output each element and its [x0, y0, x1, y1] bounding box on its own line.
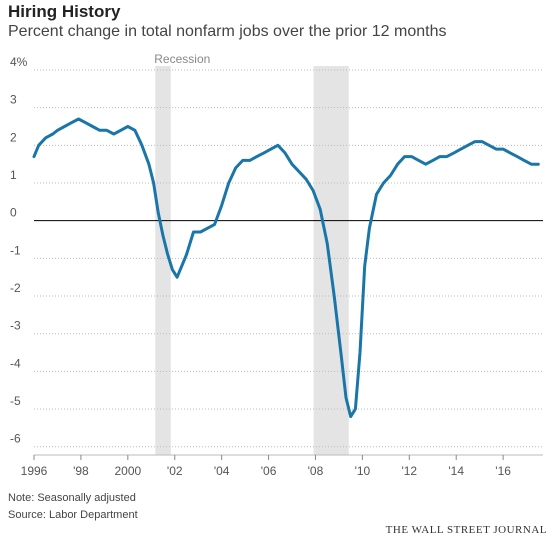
y-tick-label: -6	[10, 432, 21, 446]
y-tick-label: -3	[10, 319, 21, 333]
x-tick-label: '98	[73, 464, 89, 478]
recession-band	[313, 66, 349, 455]
y-axis-ticks: 4% 3 2 1 0 -1 -2 -3 -4 -5 -6	[10, 55, 28, 446]
x-tick-label: '04	[214, 464, 230, 478]
x-tick-label: '10	[355, 464, 371, 478]
x-tick-label: '06	[261, 464, 277, 478]
chart-title: Hiring History	[8, 2, 121, 21]
series-line	[32, 117, 540, 419]
note-text: Note: Seasonally adjusted	[8, 492, 136, 504]
recession-label: Recession	[154, 52, 210, 66]
recession-band	[155, 66, 171, 455]
chart-subtitle: Percent change in total nonfarm jobs ove…	[8, 23, 447, 40]
series-lines	[32, 117, 540, 419]
y-tick-label: 1	[10, 168, 17, 182]
x-tick-label: 1996	[21, 464, 48, 478]
x-tick-label: '14	[448, 464, 464, 478]
recession-bands: Recession	[154, 52, 349, 455]
y-tick-label: -1	[10, 243, 21, 257]
y-tick-label: -5	[10, 394, 21, 408]
source-text: Source: Labor Department	[8, 509, 138, 521]
y-tick-label: 2	[10, 130, 17, 144]
x-tick-label: 2000	[114, 464, 141, 478]
y-tick-label: 4%	[10, 55, 28, 69]
y-tick-label: 3	[10, 93, 17, 107]
y-tick-label: -2	[10, 281, 21, 295]
gridlines	[34, 69, 543, 448]
x-tick-label: '08	[308, 464, 324, 478]
y-tick-label: 0	[10, 206, 17, 220]
y-tick-label: -4	[10, 356, 21, 370]
x-axis-ticks: 1996 '98 2000 '02 '04 '06 '08 '10 '12 '14 '16	[21, 454, 543, 478]
publisher-wordmark: THE WALL STREET JOURNAL	[385, 524, 547, 536]
x-tick-label: '02	[167, 464, 183, 478]
x-tick-label: '12	[401, 464, 417, 478]
x-tick-label: '16	[495, 464, 511, 478]
